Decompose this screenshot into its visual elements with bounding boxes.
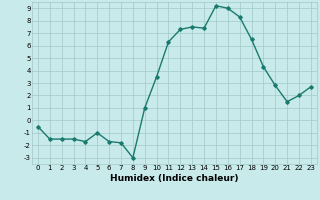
X-axis label: Humidex (Indice chaleur): Humidex (Indice chaleur) xyxy=(110,174,239,183)
